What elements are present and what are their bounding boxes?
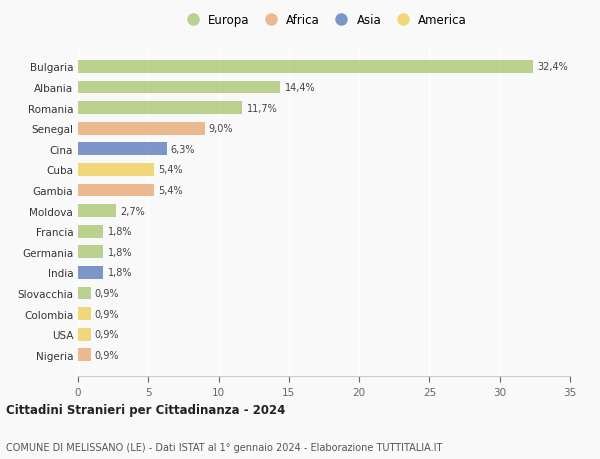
Text: 0,9%: 0,9% <box>95 350 119 360</box>
Bar <box>78 246 103 258</box>
Text: 2,7%: 2,7% <box>120 206 145 216</box>
Text: COMUNE DI MELISSANO (LE) - Dati ISTAT al 1° gennaio 2024 - Elaborazione TUTTITAL: COMUNE DI MELISSANO (LE) - Dati ISTAT al… <box>6 442 442 452</box>
Text: 0,9%: 0,9% <box>95 330 119 339</box>
Bar <box>78 164 154 176</box>
Text: 32,4%: 32,4% <box>538 62 568 72</box>
Text: 0,9%: 0,9% <box>95 288 119 298</box>
Bar <box>78 328 91 341</box>
Bar <box>78 287 91 300</box>
Bar <box>78 205 116 218</box>
Text: 5,4%: 5,4% <box>158 185 183 196</box>
Bar <box>78 61 533 73</box>
Bar <box>78 81 280 94</box>
Text: 5,4%: 5,4% <box>158 165 183 175</box>
Bar <box>78 349 91 361</box>
Text: 6,3%: 6,3% <box>171 145 195 155</box>
Legend: Europa, Africa, Asia, America: Europa, Africa, Asia, America <box>181 14 467 27</box>
Text: 14,4%: 14,4% <box>284 83 315 93</box>
Text: 1,8%: 1,8% <box>107 227 132 237</box>
Bar <box>78 102 242 115</box>
Bar <box>78 143 167 156</box>
Text: 11,7%: 11,7% <box>247 103 277 113</box>
Text: Cittadini Stranieri per Cittadinanza - 2024: Cittadini Stranieri per Cittadinanza - 2… <box>6 403 286 416</box>
Bar <box>78 225 103 238</box>
Bar <box>78 308 91 320</box>
Text: 0,9%: 0,9% <box>95 309 119 319</box>
Text: 1,8%: 1,8% <box>107 247 132 257</box>
Bar <box>78 184 154 197</box>
Bar <box>78 266 103 279</box>
Text: 1,8%: 1,8% <box>107 268 132 278</box>
Text: 9,0%: 9,0% <box>209 124 233 134</box>
Bar <box>78 123 205 135</box>
